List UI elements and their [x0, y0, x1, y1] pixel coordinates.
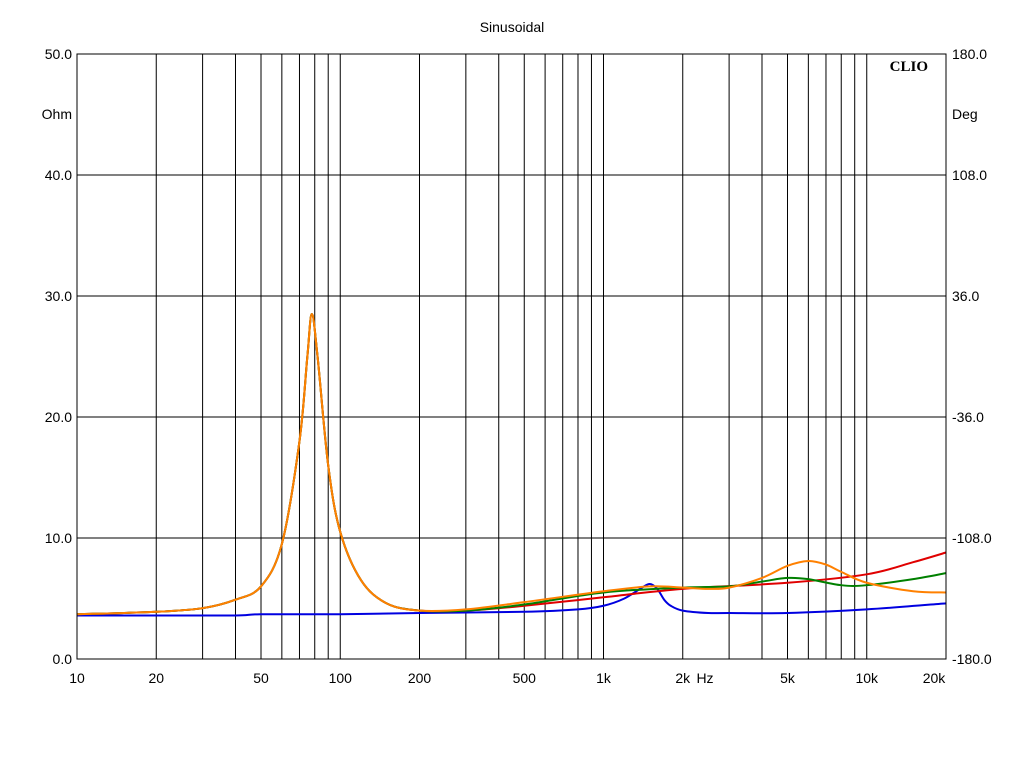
y-left-tick-label: 0.0 [53, 651, 73, 667]
y-left-tick-label: 30.0 [45, 288, 72, 304]
x-tick-label: 50 [253, 670, 269, 686]
y-right-tick-label: -180.0 [952, 651, 992, 667]
chart-title: Sinusoidal [480, 19, 545, 35]
x-tick-label: 20k [923, 670, 947, 686]
x-tick-label: 500 [513, 670, 537, 686]
x-tick-label: 2k [675, 670, 691, 686]
y-right-tick-label: 108.0 [952, 167, 987, 183]
clio-logo-text: CLIO [890, 59, 928, 75]
grid-lines [77, 54, 946, 659]
x-axis-ticks: 10 20 50 100 200 500 1k 2k 5k 10k 20k [69, 670, 946, 686]
x-tick-label: 10 [69, 670, 85, 686]
y-left-tick-label: 50.0 [45, 46, 72, 62]
y-axis-left-label: Ohm [42, 106, 72, 122]
x-tick-label: 200 [408, 670, 432, 686]
y-axis-right-label: Deg [952, 106, 978, 122]
x-tick-label: 20 [148, 670, 164, 686]
series-layer [76, 313, 947, 617]
series-line [76, 313, 947, 616]
x-tick-label: 100 [329, 670, 353, 686]
x-tick-label: 10k [855, 670, 879, 686]
y-left-tick-label: 20.0 [45, 409, 72, 425]
y-axis-left-ticks: 0.0 10.0 20.0 30.0 40.0 50.0 [45, 46, 72, 667]
x-tick-label: 5k [780, 670, 796, 686]
y-left-tick-label: 10.0 [45, 530, 72, 546]
plot-frame [76, 53, 947, 660]
y-right-tick-label: -36.0 [952, 409, 984, 425]
y-left-tick-label: 40.0 [45, 167, 72, 183]
x-axis-unit-label: Hz [696, 670, 713, 686]
y-right-tick-label: -108.0 [952, 530, 992, 546]
x-tick-label: 1k [596, 670, 612, 686]
y-axis-right-ticks: -180.0 -108.0 -36.0 36.0 108.0 180.0 [952, 46, 992, 667]
y-right-tick-label: 180.0 [952, 46, 987, 62]
y-right-tick-label: 36.0 [952, 288, 979, 304]
